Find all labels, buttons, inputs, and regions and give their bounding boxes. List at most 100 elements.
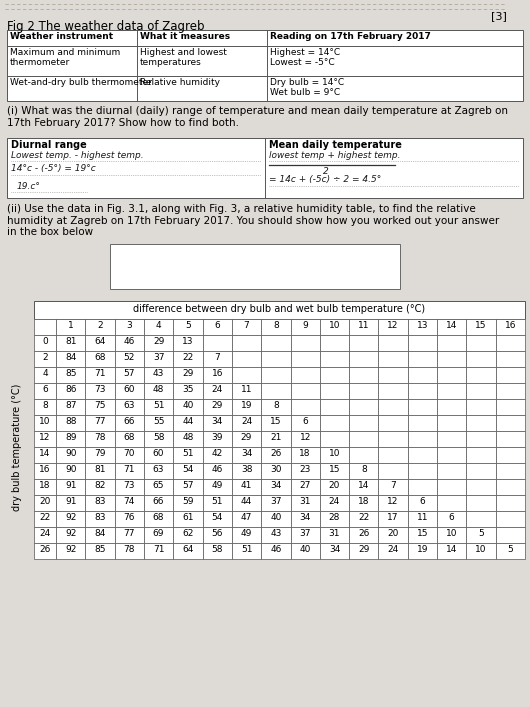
Bar <box>85 335 114 351</box>
Bar <box>437 351 466 367</box>
Bar <box>378 479 408 495</box>
Text: 15: 15 <box>270 417 281 426</box>
Text: = 14c + (-5c) ÷ 2 = 4.5°: = 14c + (-5c) ÷ 2 = 4.5° <box>269 175 381 184</box>
Bar <box>261 351 290 367</box>
Bar <box>378 463 408 479</box>
Bar <box>232 447 261 463</box>
Bar <box>378 511 408 527</box>
Bar <box>34 399 56 415</box>
Text: 91: 91 <box>65 497 76 506</box>
Text: 14°c - (-5°) = 19°c: 14°c - (-5°) = 19°c <box>11 164 96 173</box>
Bar <box>378 399 408 415</box>
Bar <box>85 511 114 527</box>
Text: 88: 88 <box>65 417 76 426</box>
Text: 87: 87 <box>65 401 76 410</box>
Bar <box>437 527 466 543</box>
Bar <box>34 301 525 319</box>
Text: 9: 9 <box>302 321 308 330</box>
Text: Reading on 17th February 2017: Reading on 17th February 2017 <box>270 32 431 41</box>
Bar <box>232 463 261 479</box>
Bar <box>232 319 261 335</box>
Bar <box>466 527 496 543</box>
Text: 51: 51 <box>153 401 164 410</box>
Bar <box>56 511 85 527</box>
Bar <box>56 527 85 543</box>
Text: 14: 14 <box>358 481 369 490</box>
Text: 24: 24 <box>241 417 252 426</box>
Text: 6: 6 <box>420 497 425 506</box>
Bar <box>202 351 232 367</box>
Bar <box>466 415 496 431</box>
Bar <box>496 319 525 335</box>
Bar <box>466 543 496 559</box>
Bar <box>466 463 496 479</box>
Text: 8: 8 <box>273 401 279 410</box>
Bar <box>437 415 466 431</box>
Text: 20: 20 <box>387 529 399 538</box>
Bar <box>34 415 56 431</box>
Text: 28: 28 <box>329 513 340 522</box>
Bar <box>466 431 496 447</box>
Text: 38: 38 <box>241 465 252 474</box>
Bar <box>232 399 261 415</box>
Text: 7: 7 <box>214 353 220 362</box>
Bar <box>261 511 290 527</box>
Bar <box>408 495 437 511</box>
Bar <box>349 383 378 399</box>
Bar <box>144 383 173 399</box>
Bar <box>320 511 349 527</box>
Text: 26: 26 <box>358 529 369 538</box>
Bar <box>34 319 56 335</box>
Text: 79: 79 <box>94 449 105 458</box>
Text: 74: 74 <box>123 497 135 506</box>
Bar <box>85 383 114 399</box>
Text: 16: 16 <box>211 369 223 378</box>
Bar <box>56 447 85 463</box>
Text: Diurnal range: Diurnal range <box>11 140 87 150</box>
Text: [3]: [3] <box>491 11 507 21</box>
Bar <box>349 527 378 543</box>
Text: 46: 46 <box>211 465 223 474</box>
Bar <box>85 399 114 415</box>
Bar <box>290 367 320 383</box>
Bar <box>7 138 523 198</box>
Bar <box>261 335 290 351</box>
Text: 23: 23 <box>299 465 311 474</box>
Bar <box>85 543 114 559</box>
Text: 58: 58 <box>153 433 164 442</box>
Bar <box>290 543 320 559</box>
Bar <box>290 319 320 335</box>
Text: 48: 48 <box>182 433 193 442</box>
Bar <box>408 399 437 415</box>
Bar <box>56 431 85 447</box>
Text: 73: 73 <box>94 385 105 394</box>
Text: 24: 24 <box>39 529 51 538</box>
Bar <box>408 431 437 447</box>
Text: Lowest temp. - highest temp.: Lowest temp. - highest temp. <box>11 151 144 160</box>
Text: 40: 40 <box>299 545 311 554</box>
Bar <box>408 543 437 559</box>
Text: 11: 11 <box>241 385 252 394</box>
Bar <box>320 319 349 335</box>
Bar <box>437 431 466 447</box>
Text: 22: 22 <box>358 513 369 522</box>
Bar <box>349 351 378 367</box>
Bar <box>114 495 144 511</box>
Text: 2: 2 <box>42 353 48 362</box>
Text: 11: 11 <box>358 321 369 330</box>
Bar <box>114 319 144 335</box>
Bar <box>320 351 349 367</box>
Bar <box>496 463 525 479</box>
Text: 4: 4 <box>156 321 162 330</box>
Text: 49: 49 <box>241 529 252 538</box>
Bar <box>232 527 261 543</box>
Text: 61: 61 <box>182 513 193 522</box>
Bar <box>144 447 173 463</box>
Text: 71: 71 <box>94 369 105 378</box>
Bar <box>232 415 261 431</box>
Bar <box>320 383 349 399</box>
Bar <box>56 479 85 495</box>
Text: 78: 78 <box>94 433 105 442</box>
Text: 43: 43 <box>153 369 164 378</box>
Text: 15: 15 <box>329 465 340 474</box>
